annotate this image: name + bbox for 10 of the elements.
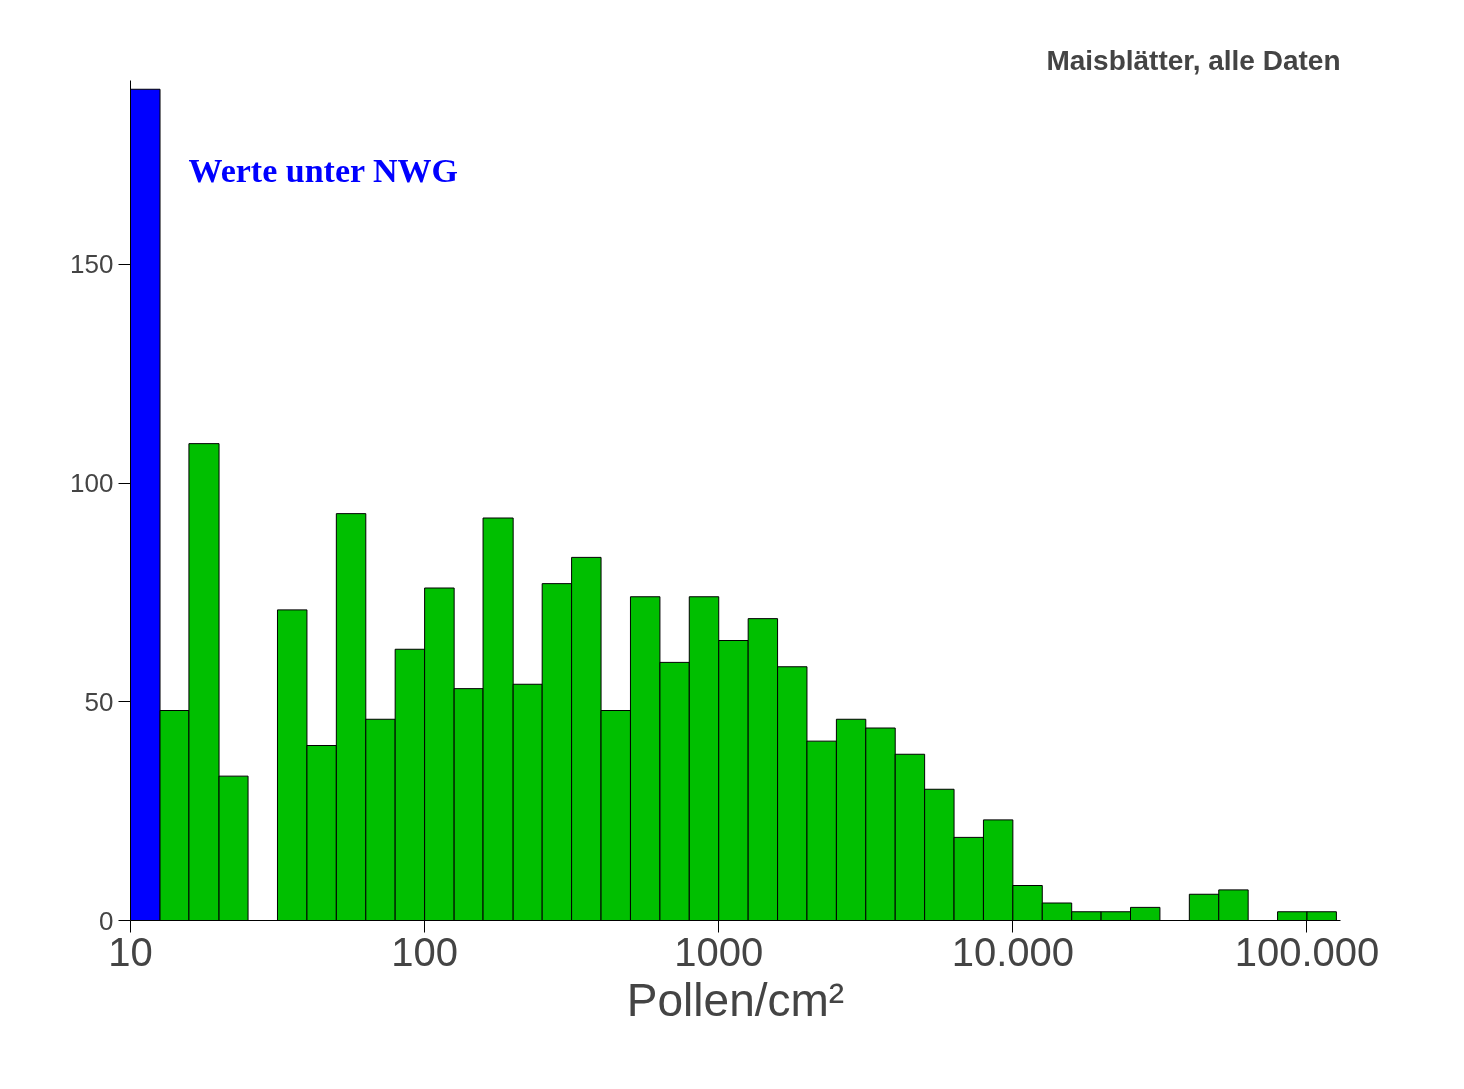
chart-title: Maisblätter, alle Daten [1046, 44, 1341, 76]
x-axis-title: Pollen/cm² [626, 973, 845, 1026]
y-tick-label: 150 [70, 249, 114, 280]
y-tick-label: 100 [70, 468, 114, 498]
x-tick-label: 10.000 [951, 929, 1075, 974]
annotation: Werte unter NWG [188, 152, 458, 189]
x-tick-label: 100 [391, 929, 458, 974]
x-tick-label: 100.000 [1234, 929, 1380, 974]
x-tick-label: 1000 [674, 929, 764, 974]
y-tick-label: 50 [84, 686, 114, 717]
